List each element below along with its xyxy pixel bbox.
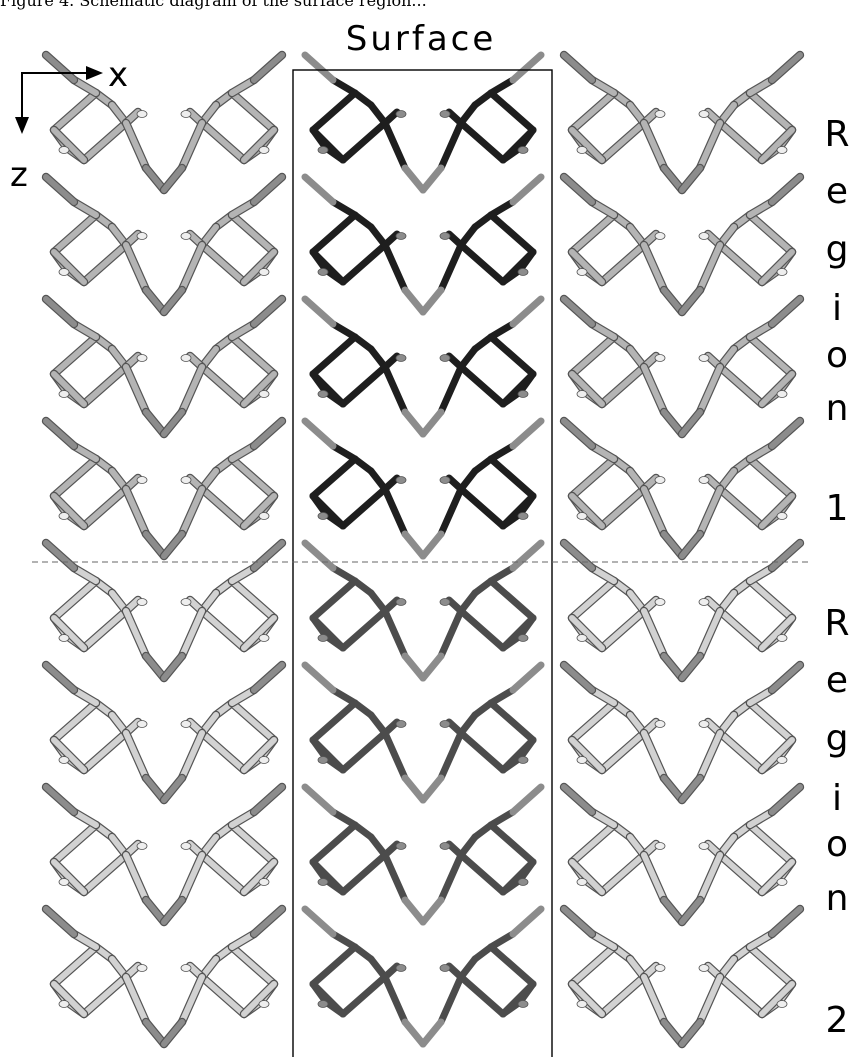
region-2-letter: g <box>826 718 849 759</box>
x-arrow-icon <box>86 66 103 80</box>
molecule <box>301 783 545 926</box>
axes-indicator: x z <box>10 55 128 195</box>
region-1-letter: 1 <box>826 488 849 529</box>
molecule-layer <box>41 50 805 1049</box>
x-axis-label: x <box>108 55 128 95</box>
z-axis-label: z <box>10 155 28 195</box>
region-2-label: R e g i o n 2 <box>824 603 849 1041</box>
region-1-letter: e <box>826 171 848 212</box>
region-1-letter: R <box>824 114 849 155</box>
molecule <box>41 416 287 561</box>
molecule <box>559 660 805 805</box>
molecule <box>559 782 805 927</box>
molecule <box>301 417 545 560</box>
molecule <box>559 538 805 683</box>
molecule <box>41 294 287 439</box>
caption-fragment: Figure 4. Schematic diagram of the surfa… <box>0 0 560 12</box>
molecule <box>41 782 287 927</box>
region-2-letter: o <box>826 824 848 865</box>
region-1-letter: o <box>826 335 848 376</box>
region-1-letter: g <box>826 229 849 270</box>
molecule <box>559 904 805 1049</box>
region-1-letter: n <box>826 388 849 429</box>
region-2-letter: n <box>826 878 849 919</box>
molecule <box>41 172 287 317</box>
molecule <box>301 905 545 1048</box>
region-2-letter: i <box>832 778 842 819</box>
molecule <box>559 416 805 561</box>
molecule <box>301 295 545 438</box>
z-arrow-icon <box>15 117 29 134</box>
molecule <box>301 173 545 316</box>
molecule <box>41 904 287 1049</box>
region-2-letter: e <box>826 660 848 701</box>
region-2-letter: 2 <box>826 1000 849 1041</box>
region-1-letter: i <box>832 288 842 329</box>
molecule <box>301 661 545 804</box>
molecule <box>559 172 805 317</box>
molecule <box>41 538 287 683</box>
surface-title: Surface <box>346 19 497 59</box>
molecule <box>301 51 545 194</box>
molecule <box>559 50 805 195</box>
surface-box <box>292 69 553 1057</box>
region-1-label: R e g i o n 1 <box>824 114 849 529</box>
molecule <box>41 50 287 195</box>
molecule <box>41 660 287 805</box>
caption-text: Figure 4. Schematic diagram of the surfa… <box>0 0 427 10</box>
region-2-letter: R <box>824 603 849 644</box>
molecule <box>301 539 545 682</box>
molecule <box>559 294 805 439</box>
